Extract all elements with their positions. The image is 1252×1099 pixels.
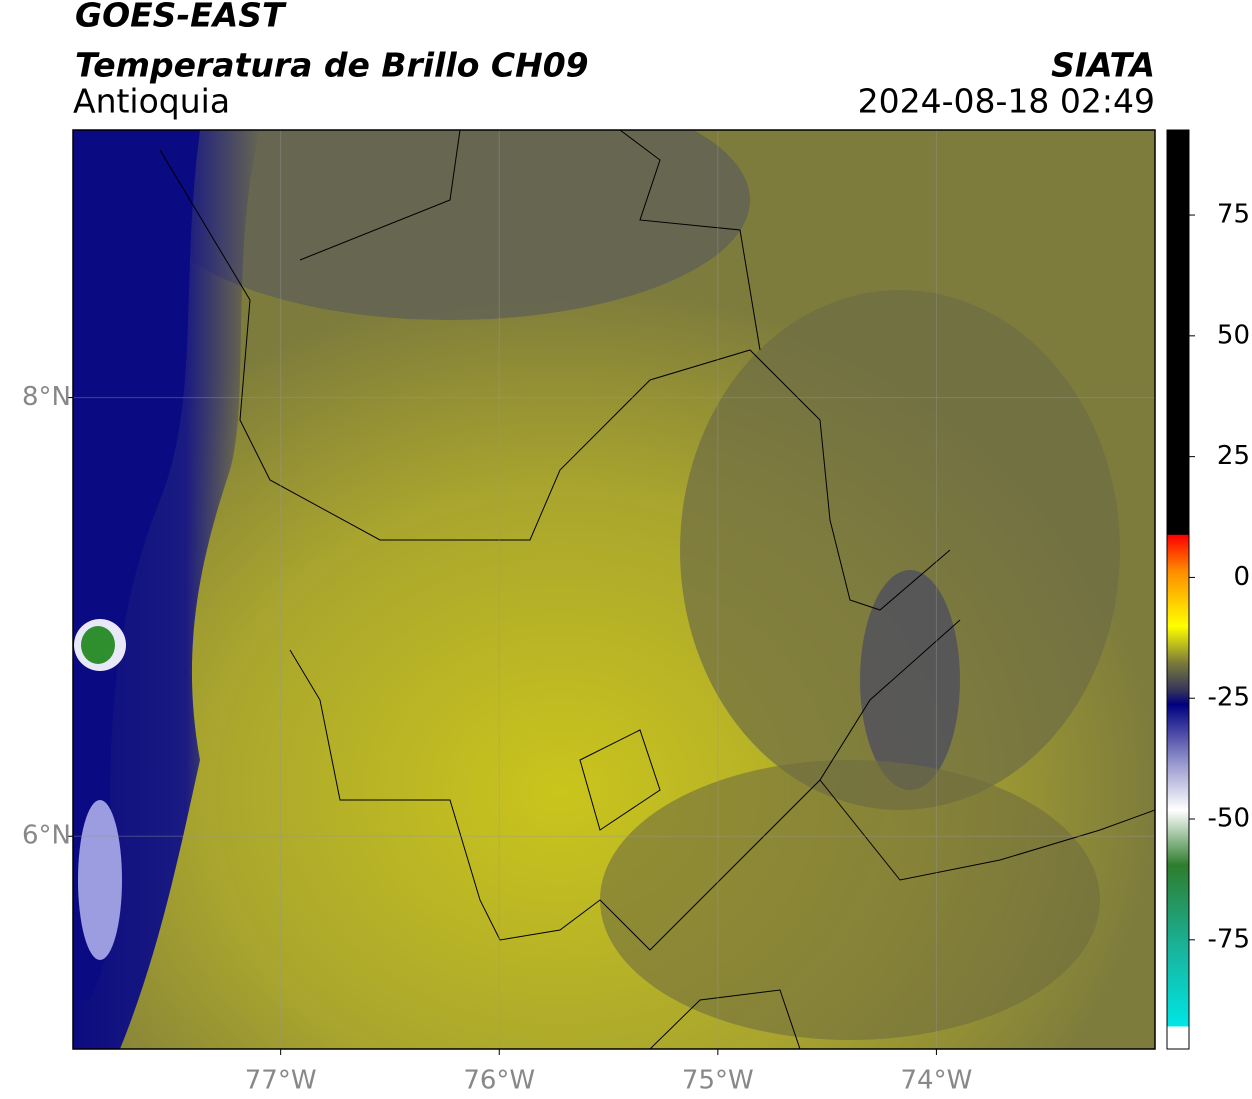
colorbar-tick-label: 50 bbox=[1217, 320, 1250, 350]
colorbar-tick-label: 75 bbox=[1217, 200, 1250, 230]
colorbar-tick-label: -75 bbox=[1208, 924, 1250, 954]
colorbar-tick-label: 0 bbox=[1233, 562, 1250, 592]
x-tick-label: 74°W bbox=[901, 1066, 973, 1096]
title: GOES-EAST bbox=[75, 0, 287, 35]
x-tick-label: 75°W bbox=[682, 1066, 754, 1096]
grid bbox=[73, 130, 1155, 1049]
subtitle: Temperatura de Brillo CH09 bbox=[75, 46, 589, 85]
y-tick-label: 6°N bbox=[22, 821, 71, 851]
map-frame bbox=[72, 129, 1156, 1050]
colorbar-tick-label: -25 bbox=[1208, 683, 1250, 713]
x-tick-label: 77°W bbox=[245, 1066, 317, 1096]
x-tick-label: 76°W bbox=[463, 1066, 535, 1096]
colorbar-tick-label: 25 bbox=[1217, 441, 1250, 471]
source: SIATA bbox=[1051, 46, 1155, 85]
colorbar bbox=[1166, 129, 1190, 1050]
region: Antioquia bbox=[73, 82, 230, 121]
y-tick-label: 8°N bbox=[22, 382, 71, 412]
colorbar-tick-label: -50 bbox=[1208, 804, 1250, 834]
map-image bbox=[73, 130, 1155, 1049]
timestamp: 2024-08-18 02:49 bbox=[858, 82, 1155, 121]
